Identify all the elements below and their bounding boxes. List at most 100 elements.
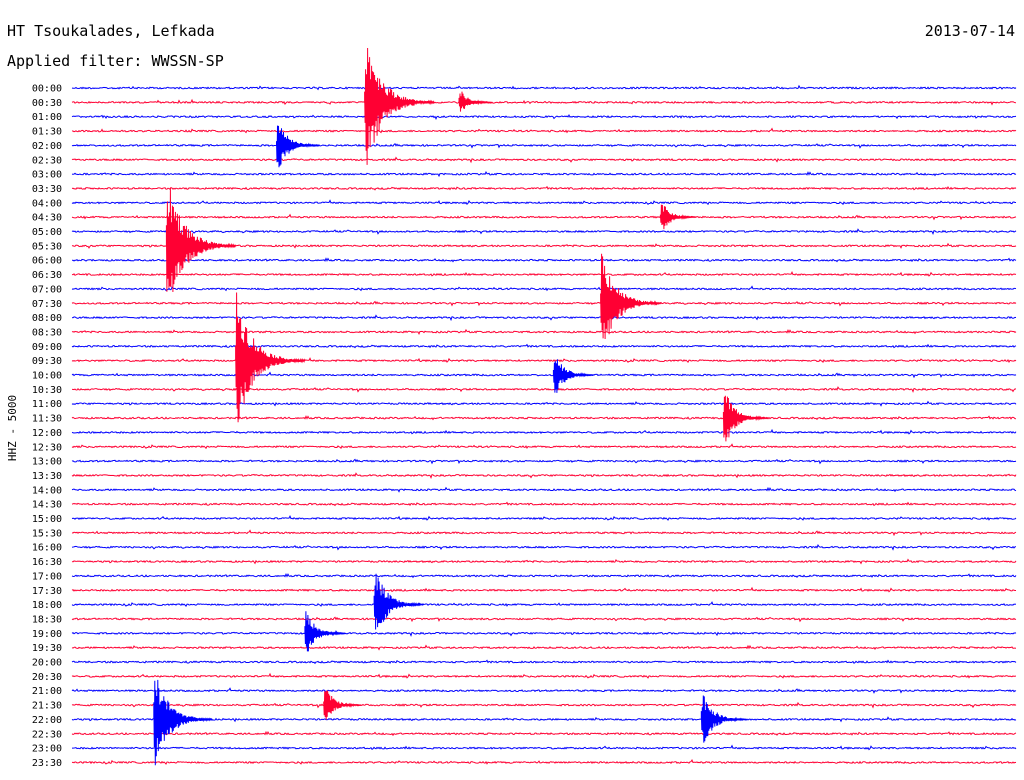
event-waveform-2 [276, 125, 320, 168]
trace-line-0100 [71, 113, 1017, 120]
trace-line-0430 [71, 213, 1017, 221]
trace-label-0830: 08:30 [32, 327, 62, 338]
trace-line-1100 [71, 400, 1017, 407]
trace-label-1300: 13:00 [32, 457, 62, 468]
trace-label-1530: 15:30 [32, 528, 62, 539]
trace-label-0430: 04:30 [32, 213, 62, 224]
trace-line-2030 [71, 672, 1017, 679]
trace-line-1500 [71, 514, 1017, 521]
trace-line-1000 [71, 371, 1017, 379]
trace-label-1100: 11:00 [32, 399, 62, 410]
trace-label-0600: 06:00 [32, 256, 62, 267]
trace-line-0400 [71, 199, 1017, 206]
date-label: 2013-07-14 [924, 22, 1015, 40]
trace-label-2030: 20:30 [32, 672, 62, 683]
trace-line-0030 [71, 98, 1017, 106]
trace-label-0130: 01:30 [32, 127, 62, 138]
trace-label-2100: 21:00 [32, 686, 62, 697]
event-waveform-13 [700, 695, 747, 743]
station-title: HT Tsoukalades, Lefkada [7, 22, 215, 40]
trace-line-1830 [71, 616, 1017, 623]
trace-label-0930: 09:30 [32, 356, 62, 367]
trace-line-1600 [71, 543, 1017, 551]
trace-label-1000: 10:00 [32, 371, 62, 382]
trace-line-1230 [71, 443, 1017, 450]
event-waveform-7 [552, 359, 595, 393]
trace-line-1730 [71, 586, 1017, 593]
trace-label-0530: 05:30 [32, 241, 62, 252]
trace-line-1330 [71, 472, 1017, 479]
trace-label-1200: 12:00 [32, 428, 62, 439]
trace-label-1500: 15:00 [32, 514, 62, 525]
trace-label-2000: 20:00 [32, 658, 62, 669]
event-waveform-11 [323, 690, 362, 720]
trace-line-2130 [71, 701, 1017, 709]
trace-label-2330: 23:30 [32, 758, 62, 769]
trace-line-2300 [71, 744, 1017, 751]
trace-label-1730: 17:30 [32, 586, 62, 597]
trace-line-0200 [71, 142, 1017, 149]
trace-label-1600: 16:00 [32, 543, 62, 554]
trace-label-2130: 21:30 [32, 701, 62, 712]
trace-line-0730 [71, 300, 1017, 307]
trace-label-0100: 01:00 [32, 112, 62, 123]
trace-line-0930 [71, 357, 1017, 364]
filter-label: Applied filter: WWSSN-SP [7, 52, 224, 70]
trace-line-0800 [71, 314, 1017, 322]
trace-line-1900 [71, 630, 1017, 637]
trace-line-0300 [71, 171, 1017, 178]
trace-line-1800 [71, 601, 1017, 607]
trace-line-1400 [71, 486, 1017, 493]
trace-line-0230 [71, 156, 1017, 164]
trace-label-1830: 18:30 [32, 614, 62, 625]
trace-line-0830 [71, 328, 1017, 335]
event-waveform-12 [153, 679, 213, 766]
trace-label-0800: 08:00 [32, 313, 62, 324]
trace-label-0030: 00:30 [32, 98, 62, 109]
trace-label-1130: 11:30 [32, 414, 62, 425]
trace-label-0230: 02:30 [32, 155, 62, 166]
trace-line-0700 [71, 285, 1017, 292]
trace-label-2300: 23:00 [32, 744, 62, 755]
trace-label-1700: 17:00 [32, 571, 62, 582]
trace-line-1630 [71, 558, 1017, 565]
trace-line-1700 [71, 572, 1017, 579]
trace-label-1900: 19:00 [32, 629, 62, 640]
trace-label-0900: 09:00 [32, 342, 62, 353]
trace-label-0630: 06:30 [32, 270, 62, 281]
trace-label-0300: 03:00 [32, 170, 62, 181]
trace-label-0330: 03:30 [32, 184, 62, 195]
trace-line-0600 [71, 257, 1017, 263]
trace-label-1230: 12:30 [32, 442, 62, 453]
trace-line-1930 [71, 644, 1017, 651]
event-waveform-8 [722, 395, 769, 442]
event-waveform-6 [235, 292, 306, 423]
trace-label-1930: 19:30 [32, 643, 62, 654]
event-waveform-5 [600, 253, 662, 340]
trace-label-0700: 07:00 [32, 284, 62, 295]
trace-line-1430 [71, 501, 1017, 507]
trace-label-2230: 22:30 [32, 729, 62, 740]
trace-line-0330 [71, 185, 1017, 191]
trace-line-2200 [71, 716, 1017, 723]
trace-line-0500 [71, 228, 1017, 236]
trace-line-1200 [71, 428, 1017, 435]
trace-label-0200: 02:00 [32, 141, 62, 152]
event-waveform-3 [659, 204, 697, 230]
trace-line-0630 [71, 271, 1017, 277]
trace-label-1430: 14:30 [32, 500, 62, 511]
trace-line-0000 [71, 84, 1017, 92]
event-waveform-9 [373, 573, 425, 630]
trace-line-2330 [71, 758, 1017, 765]
event-waveform-10 [304, 611, 346, 652]
trace-label-0500: 05:00 [32, 227, 62, 238]
event-waveform-0 [364, 47, 435, 165]
trace-line-2100 [71, 687, 1017, 694]
event-waveform-1 [458, 91, 493, 112]
trace-line-2000 [71, 659, 1017, 665]
trace-line-1300 [71, 458, 1017, 465]
trace-line-0900 [71, 343, 1017, 349]
trace-label-1330: 13:30 [32, 471, 62, 482]
trace-label-2200: 22:00 [32, 715, 62, 726]
